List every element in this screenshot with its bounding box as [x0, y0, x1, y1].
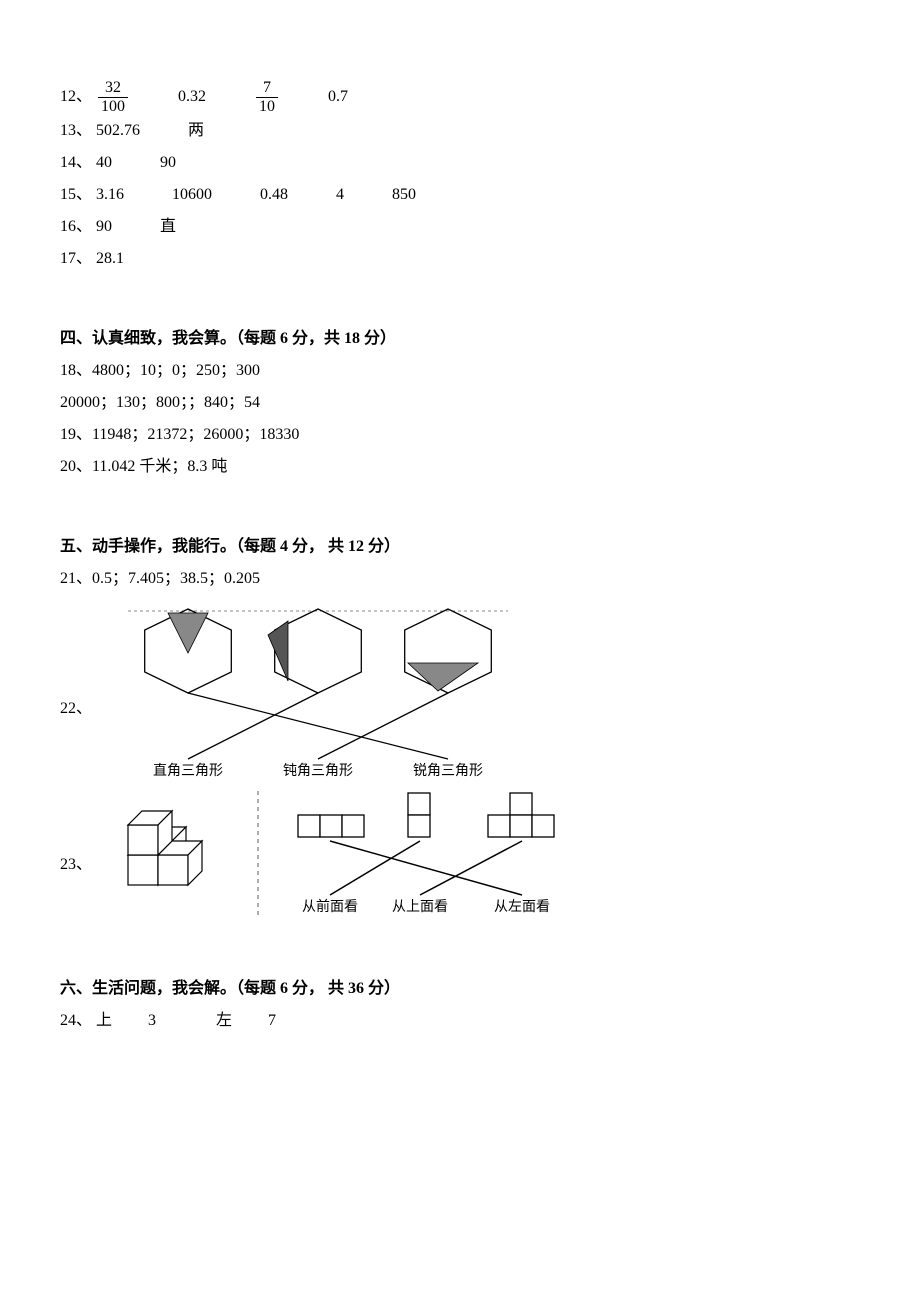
answer-value: 直: [160, 218, 176, 235]
fraction-denominator: 100: [98, 97, 128, 115]
answer-value: 90: [160, 154, 176, 171]
answer-value: 上: [96, 1012, 112, 1029]
hexagon-triangle-diagram: 直角三角形 钝角三角形 锐角三角形: [108, 595, 528, 785]
answer-value: 左: [216, 1012, 232, 1029]
svg-text:从前面看: 从前面看: [302, 898, 358, 915]
answer-line: 13、 502.76 两: [60, 115, 920, 147]
answer-number: 22、: [60, 693, 108, 785]
answer-value: 7: [268, 1012, 276, 1029]
answer-number: 14、: [60, 154, 92, 171]
section-title: 四、认真细致，我会算。（每题 6 分，共 18 分）: [60, 323, 920, 355]
answer-value: 3: [148, 1012, 156, 1029]
fraction-denominator: 10: [256, 97, 278, 115]
section-title: 六、生活问题，我会解。（每题 6 分， 共 36 分）: [60, 973, 920, 1005]
figure-q23: 23、 从前面看 从上面看 从左面看: [60, 785, 920, 925]
fraction: 32 100: [98, 80, 128, 115]
answer-number: 23、: [60, 849, 108, 925]
answer-line: 20000；130；800；；840；54: [60, 387, 920, 419]
answer-line: 24、 上 3 左 7: [60, 1005, 920, 1037]
answer-number: 15、: [60, 186, 92, 203]
fraction-numerator: 32: [98, 80, 128, 97]
answer-value: 502.76: [96, 122, 140, 139]
answer-line: 19、11948；21372；26000；18330: [60, 419, 920, 451]
answer-line: 17、 28.1: [60, 243, 920, 275]
svg-text:从左面看: 从左面看: [494, 899, 550, 915]
answer-value: 0.32: [178, 88, 206, 105]
answer-value: 4: [336, 186, 344, 203]
answer-line: 21、0.5；7.405；38.5；0.205: [60, 563, 920, 595]
answer-value: 10600: [172, 186, 212, 203]
svg-text:从上面看: 从上面看: [392, 899, 448, 915]
svg-text:锐角三角形: 锐角三角形: [413, 763, 483, 779]
answers-block: 12、 32 100 0.32 7 10 0.7 13、 502.76 两 14…: [60, 80, 920, 275]
answer-value: 3.16: [96, 186, 124, 203]
answer-value: 两: [188, 122, 204, 139]
answer-line: 16、 90 直: [60, 211, 920, 243]
svg-text:直角三角形: 直角三角形: [153, 762, 223, 779]
answer-line: 20、11.042 千米；8.3 吨: [60, 451, 920, 483]
answer-line: 18、4800；10；0；250；300: [60, 355, 920, 387]
answer-number: 24、: [60, 1012, 92, 1029]
answer-value: 850: [392, 186, 416, 203]
answer-value: 0.7: [328, 88, 348, 105]
cube-views-diagram: 从前面看 从上面看 从左面看: [108, 785, 578, 925]
answer-number: 16、: [60, 218, 92, 235]
answer-value: 28.1: [96, 250, 124, 267]
fraction: 7 10: [256, 80, 278, 115]
answer-line: 15、 3.16 10600 0.48 4 850: [60, 179, 920, 211]
answer-line: 14、 40 90: [60, 147, 920, 179]
figure-q22: 22、 直角三角形 钝角三角形 锐角三角形: [60, 595, 920, 785]
section-title: 五、动手操作，我能行。（每题 4 分， 共 12 分）: [60, 531, 920, 563]
answer-number: 17、: [60, 250, 92, 267]
answer-line: 12、 32 100 0.32 7 10 0.7: [60, 80, 920, 115]
answer-value: 90: [96, 218, 112, 235]
answer-number: 12、: [60, 88, 92, 105]
answer-value: 0.48: [260, 186, 288, 203]
svg-text:钝角三角形: 钝角三角形: [283, 763, 353, 779]
answer-number: 13、: [60, 122, 92, 139]
fraction-numerator: 7: [256, 80, 278, 97]
answer-value: 40: [96, 154, 112, 171]
